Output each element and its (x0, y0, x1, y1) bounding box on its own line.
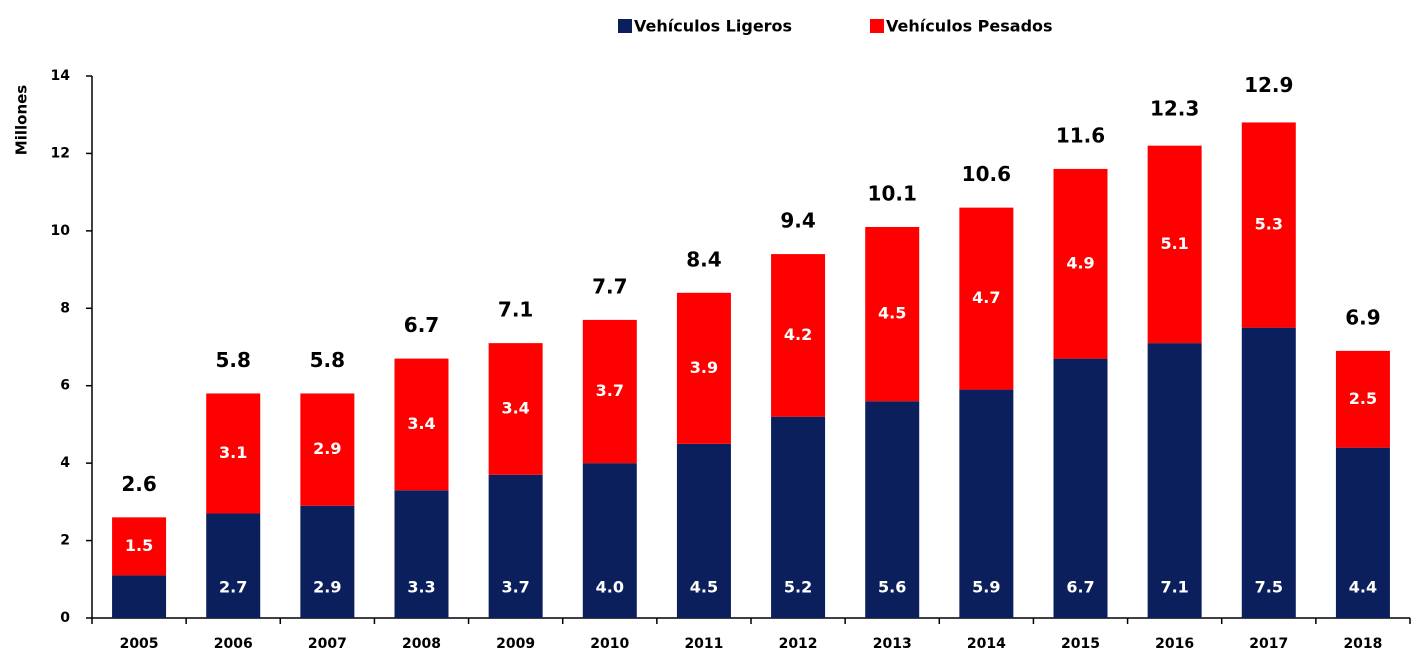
data-label: 7.5 (1255, 578, 1283, 597)
x-tick-label: 2009 (496, 636, 535, 652)
legend-label: Vehículos Ligeros (634, 17, 792, 36)
x-tick-label: 2008 (402, 636, 441, 652)
bar-segment (959, 207, 1014, 390)
data-label: 5.1 (1160, 234, 1188, 253)
bar-segment (1241, 122, 1296, 328)
total-label: 5.8 (215, 348, 250, 372)
bar-segment (112, 575, 167, 618)
bar-segment (771, 416, 826, 618)
y-tick-label: 10 (51, 223, 71, 239)
legend-label: Vehículos Pesados (886, 17, 1053, 36)
total-label: 7.7 (592, 274, 627, 298)
data-label: 5.6 (878, 578, 906, 597)
total-label: 5.8 (310, 348, 345, 372)
data-label: 2.5 (1349, 389, 1377, 408)
y-tick-label: 8 (60, 300, 70, 316)
bar-segment (394, 490, 449, 618)
data-label: 4.7 (972, 288, 1000, 307)
total-label: 2.6 (121, 472, 156, 496)
data-label: 5.3 (1255, 215, 1283, 234)
bar-segment (206, 513, 261, 618)
data-label: 3.4 (501, 398, 529, 417)
data-label: 4.5 (690, 578, 718, 597)
bar-segment (1241, 327, 1296, 618)
y-tick-label: 14 (51, 68, 71, 84)
x-tick-label: 2013 (873, 636, 912, 652)
total-label: 11.6 (1056, 123, 1105, 147)
total-label: 10.1 (868, 181, 917, 205)
data-label: 3.1 (219, 443, 247, 462)
bar-segment (112, 517, 167, 576)
y-tick-label: 4 (60, 455, 70, 471)
total-label: 12.3 (1150, 96, 1199, 120)
data-label: 3.7 (501, 578, 529, 597)
data-label: 3.7 (596, 381, 624, 400)
bar-segment (300, 505, 355, 618)
bar-segment (300, 393, 355, 506)
bar-segment (394, 358, 449, 491)
total-label: 6.9 (1345, 305, 1380, 329)
bar-segment (582, 319, 637, 464)
data-label: 4.5 (878, 304, 906, 323)
data-label: 4.9 (1066, 253, 1094, 272)
bar-segment (1147, 145, 1202, 344)
bar-segment (1335, 447, 1390, 618)
x-tick-label: 2017 (1249, 636, 1288, 652)
x-tick-label: 2010 (590, 636, 629, 652)
bar-segment (959, 389, 1014, 618)
y-tick-label: 2 (60, 533, 70, 549)
total-label: 10.6 (962, 162, 1011, 186)
data-label: 4.2 (784, 325, 812, 344)
bar-segment (488, 343, 543, 475)
x-tick-label: 2015 (1061, 636, 1100, 652)
y-tick-label: 12 (51, 145, 70, 161)
data-label: 3.9 (690, 358, 718, 377)
x-tick-label: 2014 (967, 636, 1006, 652)
total-label: 8.4 (686, 247, 721, 271)
data-label: 3.3 (407, 578, 435, 597)
bar-segment (1053, 358, 1108, 618)
legend-swatch (870, 19, 884, 33)
bar-segment (865, 401, 920, 618)
x-tick-label: 2016 (1155, 636, 1194, 652)
x-tick-label: 2011 (684, 636, 723, 652)
data-label: 5.9 (972, 578, 1000, 597)
y-tick-label: 6 (60, 378, 70, 394)
data-label: 2.7 (219, 578, 247, 597)
data-label: 1.5 (125, 536, 153, 555)
x-tick-label: 2006 (214, 636, 253, 652)
data-label: 2.9 (313, 578, 341, 597)
x-tick-label: 2012 (779, 636, 818, 652)
total-label: 7.1 (498, 298, 533, 322)
y-axis-label: Millones (13, 85, 31, 156)
total-label: 6.7 (404, 313, 439, 337)
data-label: 7.1 (1160, 578, 1188, 597)
data-label: 4.4 (1349, 578, 1377, 597)
bar-segment (1147, 343, 1202, 618)
y-tick-label: 0 (60, 610, 70, 626)
total-label: 12.9 (1244, 73, 1293, 97)
bar-segment (206, 393, 261, 514)
bar-segment (1053, 168, 1108, 359)
data-label: 6.7 (1066, 578, 1094, 597)
bar-segment (865, 226, 920, 402)
bar-segment (676, 292, 731, 444)
bar-segment (488, 474, 543, 618)
data-label: 4.0 (596, 578, 624, 597)
data-label: 3.4 (407, 414, 435, 433)
x-tick-label: 2005 (120, 636, 159, 652)
x-tick-label: 2018 (1343, 636, 1382, 652)
data-label: 2.9 (313, 439, 341, 458)
total-label: 9.4 (780, 209, 815, 233)
bar-segment (582, 463, 637, 618)
bar-segment (676, 443, 731, 618)
bar-segment (1335, 350, 1390, 448)
legend-swatch (618, 19, 632, 33)
x-tick-label: 2007 (308, 636, 347, 652)
bar-segment (771, 254, 826, 417)
data-label: 5.2 (784, 578, 812, 597)
